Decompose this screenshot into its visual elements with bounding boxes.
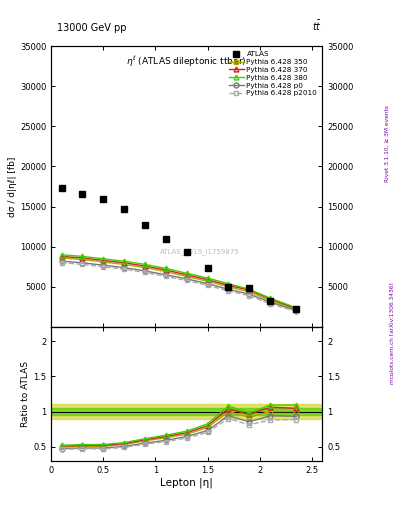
ATLAS [294, 306, 299, 312]
Pythia 6.428 p2010 [184, 278, 189, 284]
Pythia 6.428 380 [80, 253, 85, 260]
Pythia 6.428 350 [101, 259, 106, 265]
Pythia 6.428 p0 [163, 272, 168, 278]
ATLAS [59, 185, 64, 191]
Line: Pythia 6.428 p2010: Pythia 6.428 p2010 [59, 261, 299, 314]
Y-axis label: Ratio to ATLAS: Ratio to ATLAS [21, 361, 30, 427]
Pythia 6.428 380 [163, 265, 168, 271]
ATLAS [268, 297, 272, 304]
Pythia 6.428 p2010 [163, 273, 168, 280]
Pythia 6.428 370 [247, 287, 252, 293]
Pythia 6.428 p0 [268, 299, 272, 305]
Pythia 6.428 350 [205, 278, 210, 284]
Pythia 6.428 380 [143, 261, 147, 267]
Text: Rivet 3.1.10, ≥ 3M events: Rivet 3.1.10, ≥ 3M events [385, 105, 389, 182]
Pythia 6.428 p2010 [226, 288, 231, 294]
Pythia 6.428 350 [294, 306, 299, 312]
Pythia 6.428 380 [59, 252, 64, 258]
Pythia 6.428 380 [226, 281, 231, 287]
Bar [51, 404, 322, 418]
Pythia 6.428 350 [247, 289, 252, 295]
Pythia 6.428 380 [205, 275, 210, 281]
ATLAS [163, 236, 168, 242]
Pythia 6.428 350 [184, 273, 189, 280]
Pythia 6.428 p0 [247, 291, 252, 297]
Pythia 6.428 p0 [122, 265, 127, 271]
Text: mcplots.cern.ch [arXiv:1306.3436]: mcplots.cern.ch [arXiv:1306.3436] [390, 282, 393, 383]
Pythia 6.428 370 [226, 282, 231, 288]
Y-axis label: dσ / d|ηℓ| [fb]: dσ / d|ηℓ| [fb] [8, 156, 17, 217]
Pythia 6.428 p2010 [294, 308, 299, 314]
Pythia 6.428 350 [143, 265, 147, 271]
Pythia 6.428 380 [184, 270, 189, 276]
ATLAS [247, 285, 252, 291]
Pythia 6.428 380 [122, 258, 127, 264]
X-axis label: Lepton |η|: Lepton |η| [160, 477, 213, 488]
Pythia 6.428 350 [163, 269, 168, 275]
Text: $t\bar{t}$: $t\bar{t}$ [312, 19, 322, 33]
Pythia 6.428 370 [268, 296, 272, 302]
Pythia 6.428 p2010 [122, 266, 127, 272]
Line: Pythia 6.428 p0: Pythia 6.428 p0 [59, 259, 299, 313]
ATLAS [143, 222, 147, 228]
ATLAS [205, 265, 210, 271]
Text: $\eta^\ell$ (ATLAS dileptonic ttbar): $\eta^\ell$ (ATLAS dileptonic ttbar) [127, 54, 247, 69]
Pythia 6.428 370 [205, 276, 210, 283]
Pythia 6.428 p0 [101, 262, 106, 268]
Pythia 6.428 380 [247, 286, 252, 292]
Pythia 6.428 p2010 [247, 293, 252, 299]
Pythia 6.428 p0 [294, 308, 299, 314]
Pythia 6.428 p0 [143, 268, 147, 274]
Pythia 6.428 p2010 [80, 261, 85, 267]
Pythia 6.428 370 [59, 253, 64, 260]
Pythia 6.428 p0 [226, 286, 231, 292]
Pythia 6.428 380 [294, 305, 299, 311]
Bar [51, 408, 322, 415]
Pythia 6.428 p2010 [268, 301, 272, 307]
Pythia 6.428 p2010 [59, 260, 64, 266]
Line: Pythia 6.428 380: Pythia 6.428 380 [59, 252, 299, 310]
ATLAS [226, 284, 231, 290]
Text: ATLAS_2019_I1759875: ATLAS_2019_I1759875 [160, 248, 240, 254]
Pythia 6.428 370 [101, 258, 106, 264]
Pythia 6.428 370 [122, 260, 127, 266]
Pythia 6.428 p0 [59, 258, 64, 264]
Line: ATLAS: ATLAS [58, 185, 299, 313]
ATLAS [184, 249, 189, 255]
Pythia 6.428 370 [143, 263, 147, 269]
Legend: ATLAS, Pythia 6.428 350, Pythia 6.428 370, Pythia 6.428 380, Pythia 6.428 p0, Py: ATLAS, Pythia 6.428 350, Pythia 6.428 37… [228, 50, 319, 98]
Pythia 6.428 p0 [184, 276, 189, 282]
Pythia 6.428 350 [268, 297, 272, 304]
Pythia 6.428 370 [184, 272, 189, 278]
Pythia 6.428 p2010 [101, 264, 106, 270]
Pythia 6.428 p2010 [205, 282, 210, 288]
Line: Pythia 6.428 350: Pythia 6.428 350 [59, 255, 299, 312]
Pythia 6.428 350 [59, 255, 64, 261]
Pythia 6.428 p0 [205, 281, 210, 287]
Pythia 6.428 370 [294, 306, 299, 312]
Pythia 6.428 350 [80, 257, 85, 263]
Line: Pythia 6.428 370: Pythia 6.428 370 [59, 254, 299, 311]
ATLAS [101, 196, 106, 202]
ATLAS [80, 190, 85, 197]
ATLAS [122, 206, 127, 212]
Pythia 6.428 370 [163, 267, 168, 273]
Pythia 6.428 370 [80, 255, 85, 261]
Pythia 6.428 350 [122, 261, 127, 267]
Pythia 6.428 p2010 [143, 269, 147, 275]
Pythia 6.428 380 [101, 255, 106, 262]
Text: 13000 GeV pp: 13000 GeV pp [57, 23, 127, 33]
Pythia 6.428 350 [226, 284, 231, 290]
Pythia 6.428 380 [268, 295, 272, 301]
Pythia 6.428 p0 [80, 260, 85, 266]
